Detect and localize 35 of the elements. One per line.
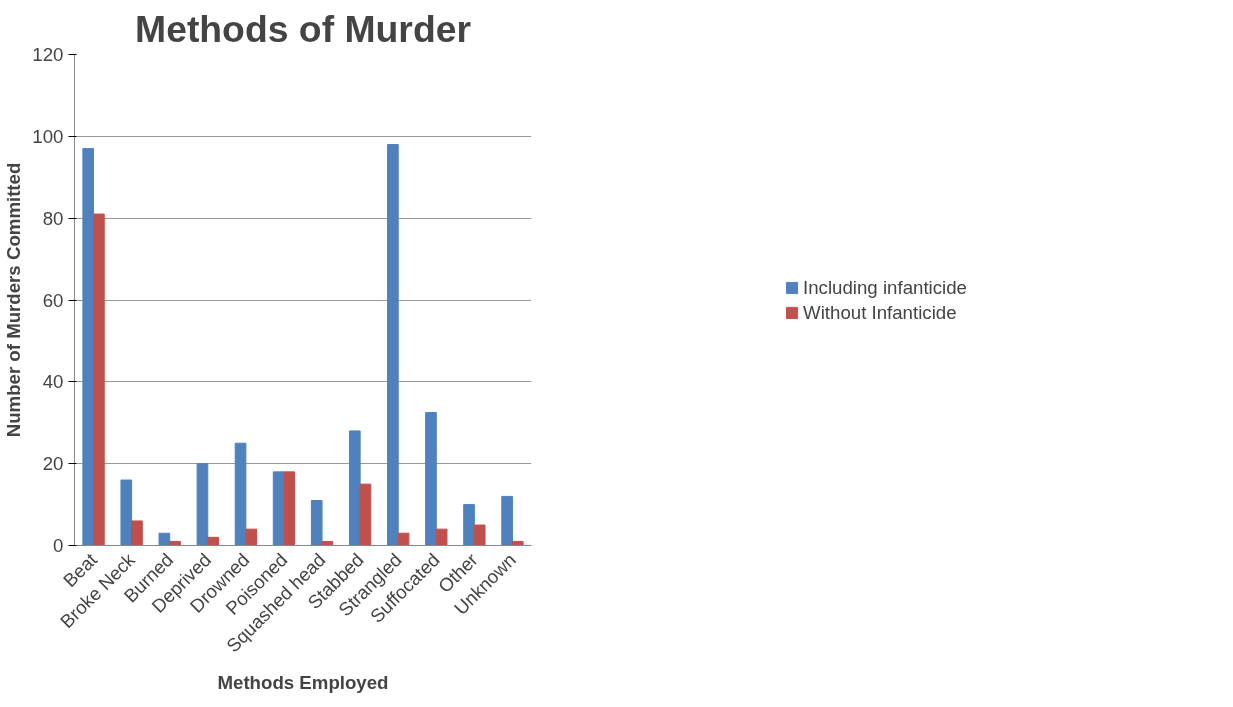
bar (387, 144, 399, 546)
y-tick-label: 80 (42, 207, 64, 229)
legend-label: Without Infanticide (803, 301, 957, 323)
bar (158, 532, 171, 546)
y-axis-title: Number of Murders Committed (3, 162, 25, 438)
bar (359, 483, 372, 546)
x-axis-title: Methods Employed (217, 671, 389, 693)
bar (473, 524, 486, 546)
chart-title: Methods of Murder (135, 7, 471, 50)
bar (501, 495, 513, 546)
bar (82, 148, 95, 546)
bar (207, 536, 219, 546)
y-tick-label: 120 (32, 44, 64, 65)
bar (321, 540, 334, 546)
bar (397, 532, 410, 546)
bar (169, 540, 181, 546)
bar (511, 540, 524, 546)
bar (196, 463, 209, 546)
bar (234, 442, 247, 546)
y-tick-label: 40 (42, 371, 64, 393)
bar (131, 520, 143, 546)
y-tick-label: 100 (32, 125, 64, 147)
bar (348, 430, 361, 546)
bar (463, 504, 475, 546)
bar (310, 499, 323, 546)
y-tick-label: 20 (42, 453, 64, 475)
bar (245, 528, 258, 546)
legend-label: Including infanticide (803, 276, 967, 298)
y-tick-label: 60 (42, 289, 64, 311)
bar (283, 471, 296, 546)
bar (425, 412, 437, 546)
bar (93, 213, 105, 546)
bar (435, 528, 448, 546)
bar (120, 479, 133, 546)
y-tick-label: 0 (53, 535, 64, 556)
